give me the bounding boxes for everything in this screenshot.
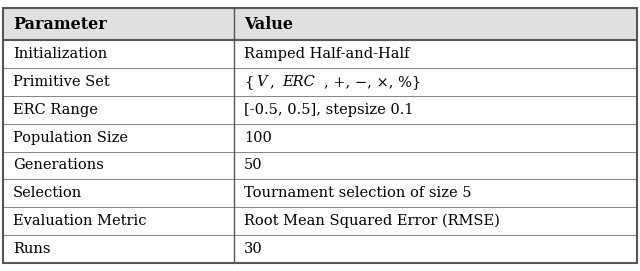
Text: Value: Value — [244, 16, 293, 33]
Text: V: V — [256, 75, 267, 89]
Bar — [3, 40, 637, 68]
Text: {: { — [244, 75, 253, 89]
Text: Runs: Runs — [13, 242, 51, 256]
Text: ,: , — [269, 75, 279, 89]
Text: 30: 30 — [244, 242, 263, 256]
Bar — [3, 96, 637, 124]
Text: Population Size: Population Size — [13, 131, 128, 145]
Text: Selection: Selection — [13, 186, 82, 200]
Text: Parameter: Parameter — [13, 16, 106, 33]
Text: Initialization: Initialization — [13, 47, 107, 61]
Bar — [3, 151, 637, 179]
Bar — [3, 235, 637, 263]
Bar — [3, 124, 637, 151]
Bar — [3, 207, 637, 235]
Bar — [3, 68, 637, 96]
Text: 100: 100 — [244, 131, 272, 145]
Text: ERC: ERC — [282, 75, 315, 89]
Text: [-0.5, 0.5], stepsize 0.1: [-0.5, 0.5], stepsize 0.1 — [244, 103, 413, 117]
Text: ERC Range: ERC Range — [13, 103, 98, 117]
Text: Generations: Generations — [13, 159, 104, 172]
Text: Tournament selection of size 5: Tournament selection of size 5 — [244, 186, 472, 200]
Bar — [3, 179, 637, 207]
Text: Primitive Set: Primitive Set — [13, 75, 109, 89]
Text: Root Mean Squared Error (RMSE): Root Mean Squared Error (RMSE) — [244, 214, 500, 228]
Text: , +, −, ×, %}: , +, −, ×, %} — [324, 75, 421, 89]
Text: 50: 50 — [244, 159, 262, 172]
Text: Evaluation Metric: Evaluation Metric — [13, 214, 147, 228]
Bar — [3, 8, 637, 40]
Text: Ramped Half-and-Half: Ramped Half-and-Half — [244, 47, 410, 61]
